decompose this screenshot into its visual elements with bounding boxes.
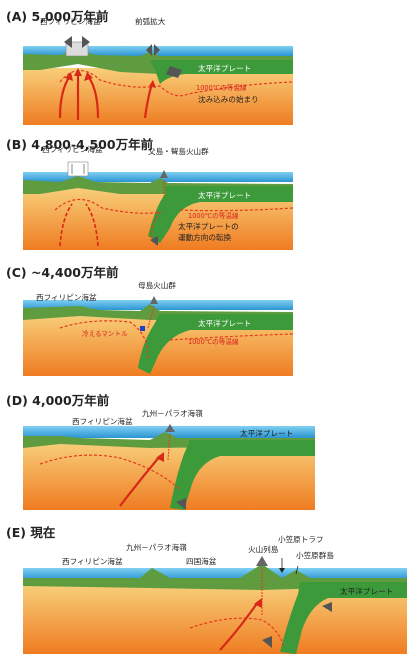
arrowheads	[156, 452, 164, 462]
sea-layer	[23, 172, 293, 182]
arrowheads	[254, 598, 262, 608]
basin-label: 西フィリピン海盆	[42, 144, 103, 154]
arrowheads	[65, 68, 156, 88]
panel-a: (A) 5,000万年前	[0, 0, 410, 128]
cross-section-e: 九州－パラオ海嶺 西フィリピン海盆 四国海盆 火山列島 小笠原トラフ 小笠原群島…	[23, 534, 407, 654]
volcano-icon	[147, 296, 158, 329]
panel-e: (E) 現在 九州－パラオ海嶺 西フィリピン海盆 四国海盆 火山列島 小笠原トラ…	[0, 520, 410, 659]
pacific-plate	[170, 440, 315, 510]
volcano-label: 母島火山群	[138, 280, 176, 290]
cross-section-c: 西フィリピン海盆 母島火山群 太平洋プレート 冷えるマントル 1000℃の等温線	[23, 280, 294, 376]
plate-motion-arrow-icon	[262, 602, 332, 648]
basin-label: 西フィリピン海盆	[72, 416, 133, 426]
cold-mantle-marker	[140, 326, 145, 331]
plate-motion-arrow-icon	[150, 236, 158, 246]
pacific-plate	[138, 314, 293, 374]
ship-icon	[67, 161, 89, 177]
volcano-icon	[165, 424, 175, 461]
volcano-icon	[256, 556, 268, 616]
arc-label: 火山列島	[248, 544, 279, 554]
cross-section-d: 西フィリピン海盆 九州－パラオ海嶺 太平洋プレート	[23, 408, 315, 510]
isotherm-label: 1000℃の等温線	[188, 337, 239, 346]
isotherm-line	[189, 617, 285, 649]
cross-section-b: 西フィリピン海盆 父島・聟島火山群 太平洋プレート 1000℃の等温線 太平洋プ…	[23, 144, 294, 250]
islands-label: 小笠原群島	[296, 550, 334, 560]
isotherm-line	[39, 454, 181, 491]
plate-label: 太平洋プレート	[340, 586, 393, 596]
plate-label: 太平洋プレート	[198, 318, 251, 328]
panel-b: (B) 4,800-4,500万年前 西フィリピン海盆 父島・聟島火山群 太平洋…	[0, 128, 410, 256]
trough-label: 小笠原トラフ	[278, 534, 324, 544]
ridge-label: 九州－パラオ海嶺	[126, 542, 187, 552]
trough-arrow-icon	[279, 558, 299, 575]
forearc-spreading-icon	[146, 44, 160, 56]
plate-label: 太平洋プレート	[198, 63, 251, 73]
ridge-label: 九州－パラオ海嶺	[142, 408, 203, 418]
plate-label: 太平洋プレート	[240, 428, 293, 438]
panel-c: (C) ~4,400万年前 西フィリピン海盆 母島火山群 太平洋プレート 冷える…	[0, 256, 410, 380]
motion-label-1: 太平洋プレートの	[178, 221, 239, 231]
panel-title: (E) 現在	[6, 525, 56, 540]
sea-layer	[23, 300, 293, 310]
shikoku-label: 四国海盆	[186, 556, 217, 566]
panel-title: (A) 5,000万年前	[6, 9, 109, 24]
motion-label-2: 運動方向の転換	[178, 232, 232, 242]
isotherm-line	[59, 320, 294, 361]
basin-label: 西フィリピン海盆	[62, 556, 123, 566]
panel-title: (B) 4,800-4,500万年前	[6, 137, 154, 152]
panel-title: (C) ~4,400万年前	[6, 265, 119, 280]
sea-layer	[23, 568, 407, 580]
panel-title: (D) 4,000万年前	[6, 393, 110, 408]
basin-label: 西フィリピン海盆	[36, 292, 97, 302]
isotherm-line	[54, 198, 294, 241]
plate-motion-arrow-icon	[166, 66, 182, 78]
mantle-upwelling-arrows	[59, 203, 99, 247]
cold-mantle-label: 冷えるマントル	[82, 329, 128, 338]
pacific-plate	[280, 582, 407, 654]
panel-d: (D) 4,000万年前 西フィリピン海盆 九州－パラオ海嶺 太平洋プレート	[0, 380, 410, 520]
cross-section-a: 西フィリピン海盆 前弧拡大 太平洋プレート 1000℃の等温線 沈み込みの始まり	[23, 16, 294, 125]
spreading-arrows-icon	[64, 36, 90, 57]
isotherm-label: 1000℃の等温線	[196, 83, 247, 92]
plate-label: 太平洋プレート	[198, 190, 251, 200]
mantle-flow-arrow	[119, 455, 161, 507]
basin-label: 西フィリピン海盆	[40, 16, 101, 26]
mantle-flow-arrow	[219, 601, 259, 651]
volcano-label: 父島・聟島火山群	[148, 146, 209, 156]
pacific-plate	[148, 186, 293, 243]
sinking-label: 沈み込みの始まり	[198, 94, 259, 104]
pacific-plate	[150, 60, 293, 84]
forearc-label: 前弧拡大	[135, 16, 166, 26]
plate-motion-arrow-icon	[176, 498, 186, 510]
volcano-icon	[160, 170, 168, 198]
isotherm-label: 1000℃の等温線	[188, 211, 239, 220]
